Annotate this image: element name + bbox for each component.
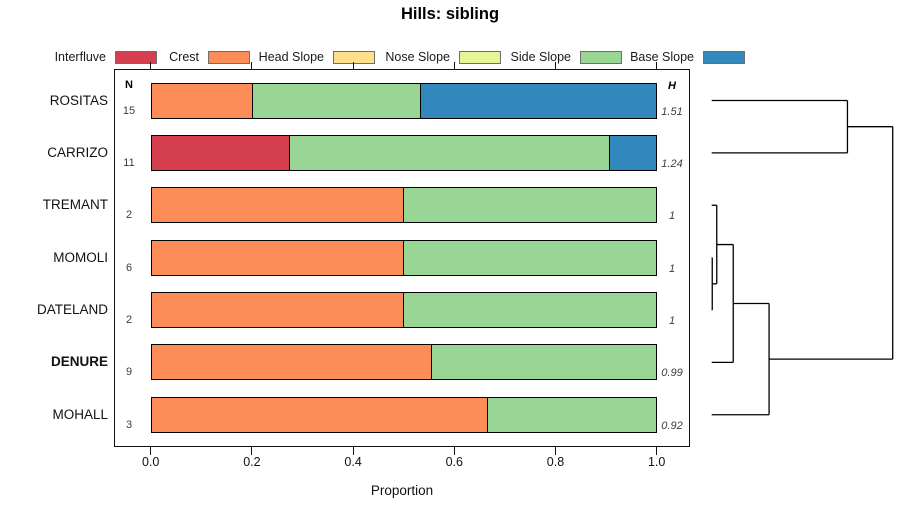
bar-row-mohall [150, 396, 657, 433]
bar-row-carrizo [150, 134, 657, 171]
legend-swatch-nose-slope [459, 51, 501, 64]
n-value: 11 [123, 156, 135, 169]
h-value: 1 [668, 315, 676, 328]
h-value: 0.99 [661, 367, 683, 380]
bar-segment-side-slope [404, 188, 656, 223]
row-label-carrizo: CARRIZO [47, 144, 108, 160]
x-tick-label: 0.6 [445, 455, 463, 469]
bar-row-denure [150, 344, 657, 381]
bar-segment-crest [151, 83, 253, 118]
n-value: 15 [122, 104, 136, 117]
row-label-mohall: MOHALL [52, 406, 108, 422]
x-tick-label: 0.4 [344, 455, 362, 469]
x-tick-label: 0.8 [546, 455, 565, 469]
x-tick [656, 447, 658, 455]
row-label-rositas: ROSITAS [49, 92, 108, 108]
legend-swatch-base-slope [703, 51, 745, 64]
h-value: 0.92 [661, 419, 683, 432]
n-value: 9 [125, 366, 133, 379]
row-label-momoli: MOMOLI [53, 249, 108, 265]
legend-swatch-interfluve [115, 51, 157, 64]
h-value: 1 [668, 210, 676, 223]
x-tick [554, 61, 557, 69]
bar-row-tremant [150, 187, 657, 224]
bar-segment-base-slope [421, 83, 656, 118]
x-tick [150, 61, 152, 69]
bar-segment-crest [151, 397, 488, 432]
legend-swatch-side-slope [580, 51, 622, 64]
legend-item-label: Head Slope [258, 50, 324, 64]
x-tick [352, 447, 354, 455]
x-tick [251, 447, 253, 455]
h-value: 1.24 [661, 157, 683, 170]
h-column-header: H [668, 80, 676, 92]
x-tick [150, 447, 152, 455]
x-tick [352, 61, 354, 69]
chart-title: Hills: sibling [400, 5, 500, 23]
row-label-denure: DENURE [50, 354, 108, 370]
n-value: 2 [125, 314, 133, 327]
legend-swatch-crest [208, 51, 250, 64]
bar-segment-side-slope [488, 397, 656, 432]
bar-segment-side-slope [404, 293, 656, 328]
row-label-tremant: TREMANT [42, 197, 108, 213]
x-tick-label: 0.0 [141, 455, 160, 469]
bar-segment-side-slope [404, 240, 656, 275]
row-label-dateland: DATELAND [36, 302, 108, 318]
bar-row-dateland [150, 292, 657, 329]
bar-segment-crest [151, 188, 404, 223]
bar-segment-base-slope [609, 135, 656, 170]
h-value: 1.51 [661, 105, 683, 118]
h-value: 1 [668, 262, 676, 275]
n-value: 2 [125, 209, 133, 222]
bar-segment-crest [151, 240, 404, 275]
legend-swatch-head-slope [333, 51, 375, 64]
bar-segment-side-slope [289, 135, 610, 170]
n-value: 3 [125, 418, 133, 431]
x-axis-label: Proportion [370, 483, 434, 498]
x-tick-label: 0.2 [243, 455, 261, 469]
legend-item-label: Interfluve [54, 50, 106, 64]
n-value: 6 [125, 261, 133, 274]
bar-segment-side-slope [252, 83, 422, 118]
legend-item-label: Crest [169, 50, 199, 64]
bar-row-rositas [150, 82, 657, 119]
x-tick [453, 61, 455, 69]
legend-item-label: Side Slope [510, 50, 571, 64]
x-tick [554, 447, 557, 455]
bar-segment-crest [151, 345, 433, 380]
n-column-header: N [125, 79, 133, 91]
bar-segment-crest [151, 293, 404, 328]
bar-segment-side-slope [432, 345, 656, 380]
bar-segment-interfluve [151, 135, 290, 170]
legend-item-label: Nose Slope [385, 50, 450, 64]
bar-row-momoli [150, 239, 657, 276]
legend-item-label: Base Slope [630, 50, 694, 64]
x-tick [251, 61, 253, 69]
legend: Interfluve Crest Head Slope Nose Slope Side … [0, 22, 900, 64]
x-tick [656, 61, 658, 69]
x-tick-label: 1.0 [647, 455, 666, 469]
x-tick [453, 447, 455, 455]
